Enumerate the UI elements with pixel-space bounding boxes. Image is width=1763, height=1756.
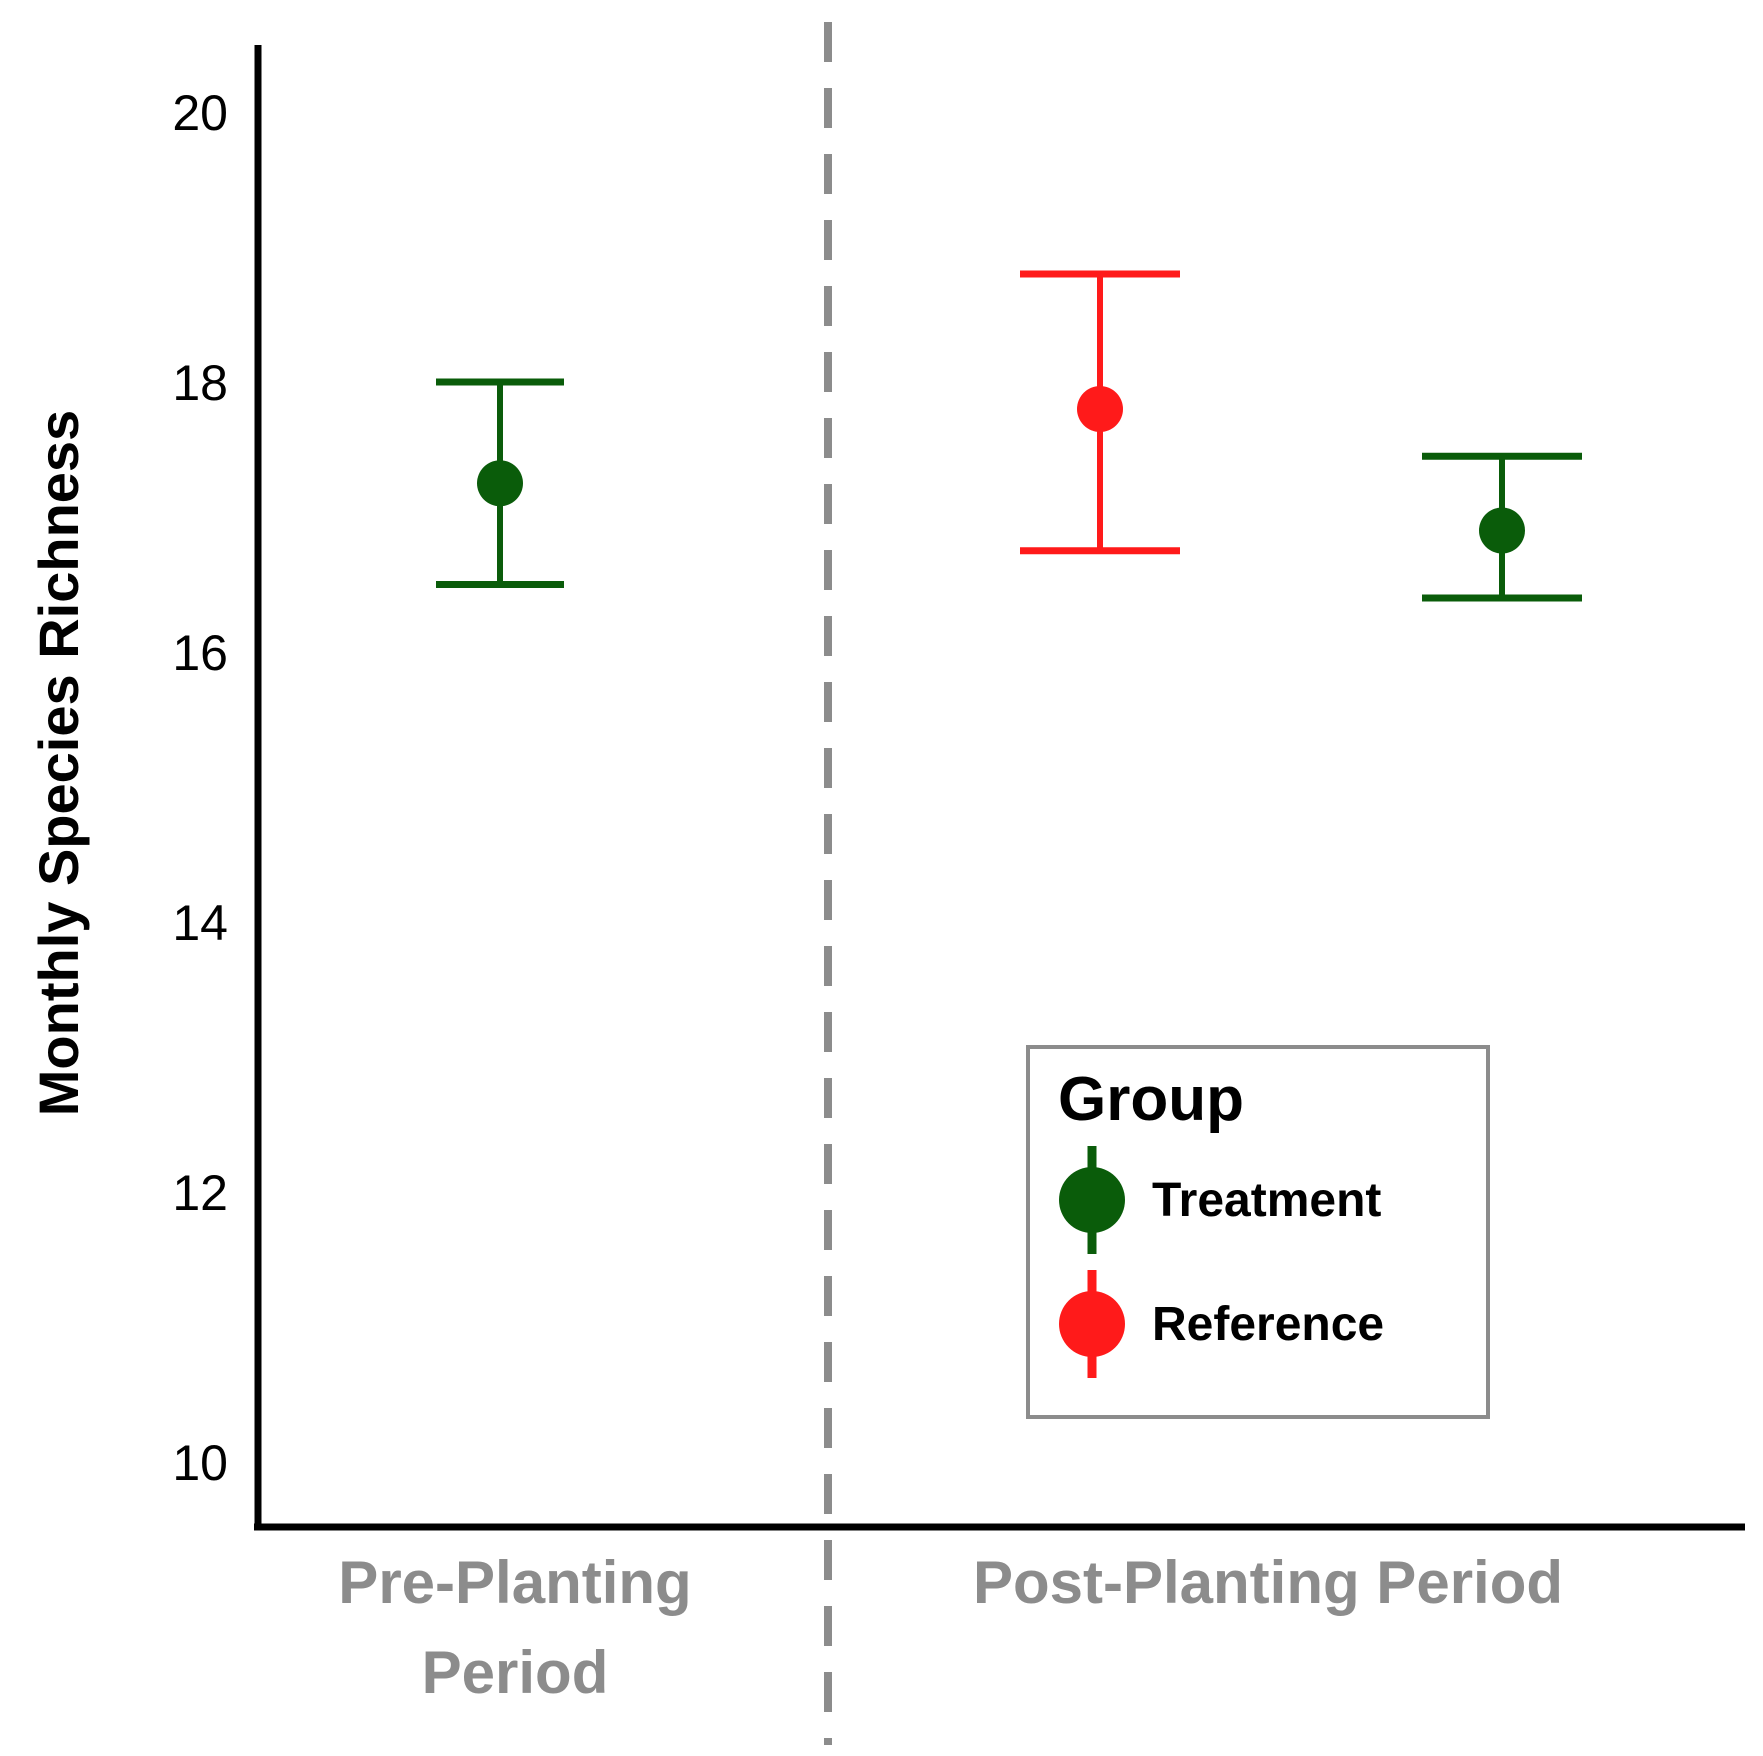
legend-item-treatment: Treatment (1059, 1146, 1381, 1254)
category-label-line: Period (422, 1639, 609, 1706)
mean-point (1479, 507, 1525, 554)
legend-item-reference: Reference (1059, 1270, 1384, 1378)
y-tick-label: 12 (172, 1165, 228, 1221)
category-label-line: Post-Planting Period (973, 1549, 1563, 1616)
legend-item-label: Reference (1152, 1298, 1384, 1351)
errorbar-point-treatment (436, 378, 564, 588)
category-label-line: Pre-Planting (338, 1549, 691, 1616)
category-label-post-planting: Post-Planting Period (973, 1549, 1563, 1616)
y-tick-label: 20 (172, 85, 228, 141)
legend-title: Group (1058, 1065, 1244, 1134)
legend-item-label: Treatment (1152, 1174, 1381, 1227)
errorbar-point-treatment (1422, 452, 1582, 602)
y-axis-label: Monthly Species Richness (27, 410, 90, 1116)
legend-box (1026, 1045, 1490, 1419)
legend: Group Treatment Reference (1026, 1045, 1490, 1419)
y-tick-labels: 10 12 14 16 18 20 (172, 85, 228, 1491)
legend-swatch-dot (1059, 1291, 1125, 1357)
errorbar-point-reference (1020, 270, 1180, 555)
y-tick-label: 16 (172, 625, 228, 681)
legend-swatch-dot (1059, 1167, 1125, 1233)
y-tick-label: 14 (172, 895, 228, 951)
category-label-pre-planting: Pre-Planting Period (338, 1549, 691, 1706)
legend-items: Treatment Reference (1059, 1146, 1384, 1378)
mean-point (477, 460, 523, 507)
y-tick-label: 10 (172, 1435, 228, 1491)
data-marks (436, 270, 1582, 602)
y-tick-label: 18 (172, 355, 228, 411)
mean-point (1077, 386, 1123, 432)
